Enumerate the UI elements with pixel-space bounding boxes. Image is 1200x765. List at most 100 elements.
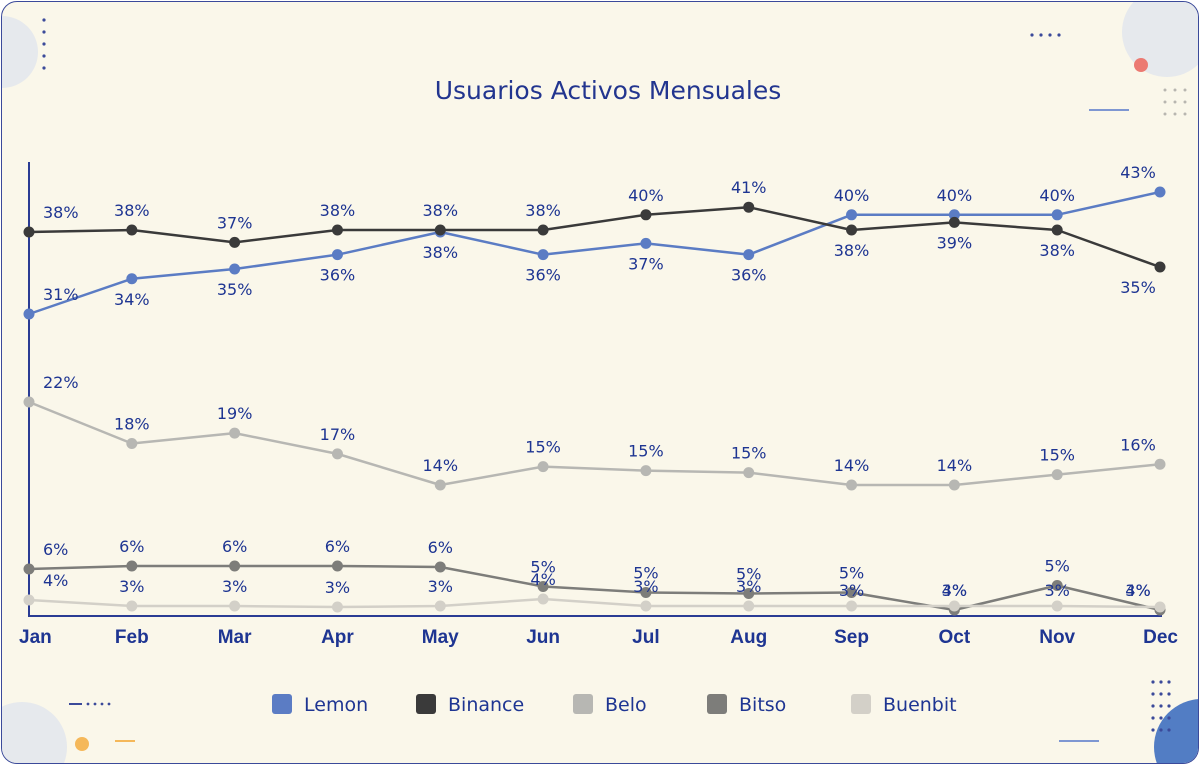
data-point [229,263,241,275]
data-label: 40% [834,186,870,205]
data-point [743,588,755,599]
data-label: 41% [731,178,767,197]
data-label: 36% [320,266,356,285]
data-label: 6% [325,537,350,556]
x-tick-label: Sep [834,627,869,648]
data-label: 3% [1125,581,1150,600]
data-point [1154,458,1166,470]
legend-label: Binance [448,694,524,716]
data-label: 3% [736,577,761,596]
data-point [743,201,755,213]
data-point [229,560,241,572]
legend-label: Belo [605,694,647,716]
data-point [23,396,35,408]
data-label: 36% [525,266,561,285]
data-point [126,600,138,612]
data-point [640,587,652,598]
data-label: 43% [1120,163,1156,182]
series-line [28,597,1161,609]
data-label: 3% [428,577,453,596]
data-point [537,593,549,605]
data-label: 14% [937,456,973,475]
data-label: 15% [628,442,664,461]
data-label: 15% [525,438,561,457]
data-label: 38% [422,201,458,220]
data-point [229,427,241,439]
data-label: 38% [43,203,79,222]
data-point [1051,600,1063,612]
series-belo [23,396,1166,491]
data-label: 35% [217,280,253,299]
data-label: 4% [942,581,967,600]
legend-label: Bitso [739,694,786,716]
legend-item-buenbit[interactable]: Buenbit [851,694,957,716]
legend-item-binance[interactable]: Binance [416,694,524,716]
legend-swatch [416,694,436,714]
data-point [1154,186,1166,198]
data-point [1051,580,1063,591]
data-point [434,224,446,236]
data-label: 3% [325,578,350,597]
data-label: 3% [633,577,658,596]
data-label: 15% [1039,446,1075,465]
data-point [1051,469,1063,481]
data-label: 18% [114,415,150,434]
data-label: 38% [422,243,458,262]
data-point [1051,224,1063,236]
data-label: 6% [428,538,453,557]
x-tick-label: Jul [632,627,659,648]
data-labels: 31% 34% 35% 36% 38% 36% 37% 36% 40% 40% 40% 43% 38% 3… [43,163,1156,600]
data-point [948,209,960,221]
x-tick-label: Jun [526,627,560,648]
data-point [948,479,960,491]
data-point [434,600,446,612]
data-label: 6% [222,537,247,556]
data-label: 31% [43,285,79,304]
data-label: 3% [1044,581,1069,600]
data-point [126,224,138,236]
x-axis-ticks: Jan Feb Mar Apr May Jun Jul Aug Sep Oct Nov Dec [19,627,1178,648]
data-label: 38% [1039,241,1075,260]
data-label: 19% [217,404,253,423]
data-label: 4% [530,570,555,589]
data-label: 37% [628,254,664,273]
data-point [229,236,241,248]
data-point [1051,209,1063,221]
data-label: 36% [731,266,767,285]
legend-swatch [272,694,292,714]
data-label: 40% [628,186,664,205]
data-point [846,209,858,221]
data-point [640,600,652,612]
data-point [331,249,343,261]
x-tick-label: Aug [730,627,767,648]
data-point [1154,261,1166,273]
data-point [640,209,652,221]
data-point [434,479,446,491]
data-point [846,600,858,612]
data-point [331,560,343,572]
data-label: 38% [320,201,356,220]
data-label: 15% [731,444,767,463]
data-label: 35% [1120,278,1156,297]
data-point [126,273,138,285]
data-label: 4% [43,571,68,590]
legend-item-belo[interactable]: Belo [573,694,647,716]
legend-item-bitso[interactable]: Bitso [707,694,786,716]
data-label: 40% [937,186,973,205]
data-point [331,448,343,460]
legend-item-lemon[interactable]: Lemon [272,694,368,716]
data-point [743,249,755,261]
data-point [846,479,858,491]
x-tick-label: Dec [1143,627,1178,648]
data-point [537,224,549,236]
series-layer [23,186,1166,616]
x-tick-label: Apr [321,627,354,648]
x-tick-label: Nov [1039,627,1075,648]
data-label: 38% [525,201,561,220]
data-point [948,600,960,612]
data-point [846,224,858,236]
data-point [126,438,138,449]
data-point [537,461,549,473]
chart-title: Usuarios Activos Mensuales [435,76,782,105]
